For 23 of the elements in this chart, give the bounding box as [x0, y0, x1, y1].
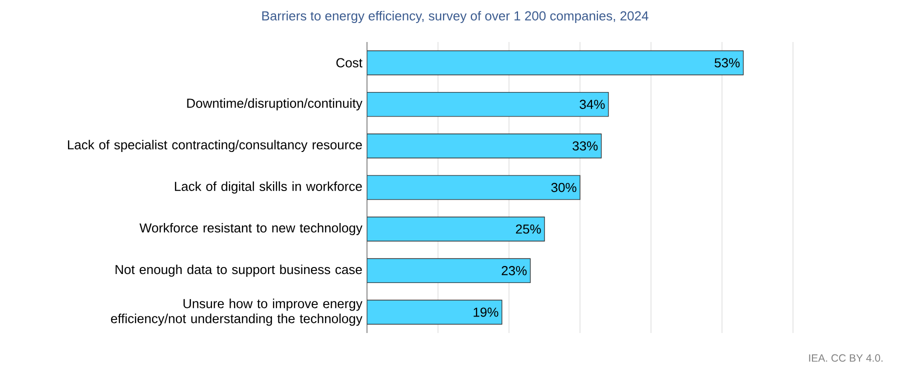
- y-tick-label: Unsure how to improve energy efficiency/not understanding the technology: [111, 298, 362, 326]
- y-tick-label: Not enough data to support business case: [116, 264, 362, 277]
- data-label: 33%: [572, 141, 598, 151]
- bar: [367, 258, 531, 284]
- bar: [367, 134, 602, 158]
- y-tick-label: Workforce resistant to new technology: [140, 223, 362, 236]
- data-label: 34%: [580, 100, 605, 109]
- bar: [367, 216, 545, 242]
- y-tick-label: Lack of digital skills in workforce: [174, 181, 362, 194]
- bar: [367, 175, 580, 200]
- data-label: 30%: [551, 182, 576, 192]
- chart-title: Barriers to energy efficiency, survey of over 1 200 companies, 2024: [262, 10, 648, 24]
- bar: [367, 92, 609, 117]
- bar: [367, 50, 744, 76]
- y-tick-label: Lack of specialist contracting/consultancy resource: [68, 140, 362, 152]
- text: IEA. CC BY 4.0.: [809, 354, 883, 362]
- data-label: 25%: [516, 224, 541, 234]
- y-tick-label: Downtime/disruption/continuity: [187, 98, 362, 110]
- bar: [367, 300, 502, 325]
- data-label: 23%: [502, 266, 527, 276]
- y-tick-label: Cost: [336, 58, 362, 68]
- data-label: 19%: [474, 308, 498, 317]
- data-label: 53%: [714, 58, 740, 68]
